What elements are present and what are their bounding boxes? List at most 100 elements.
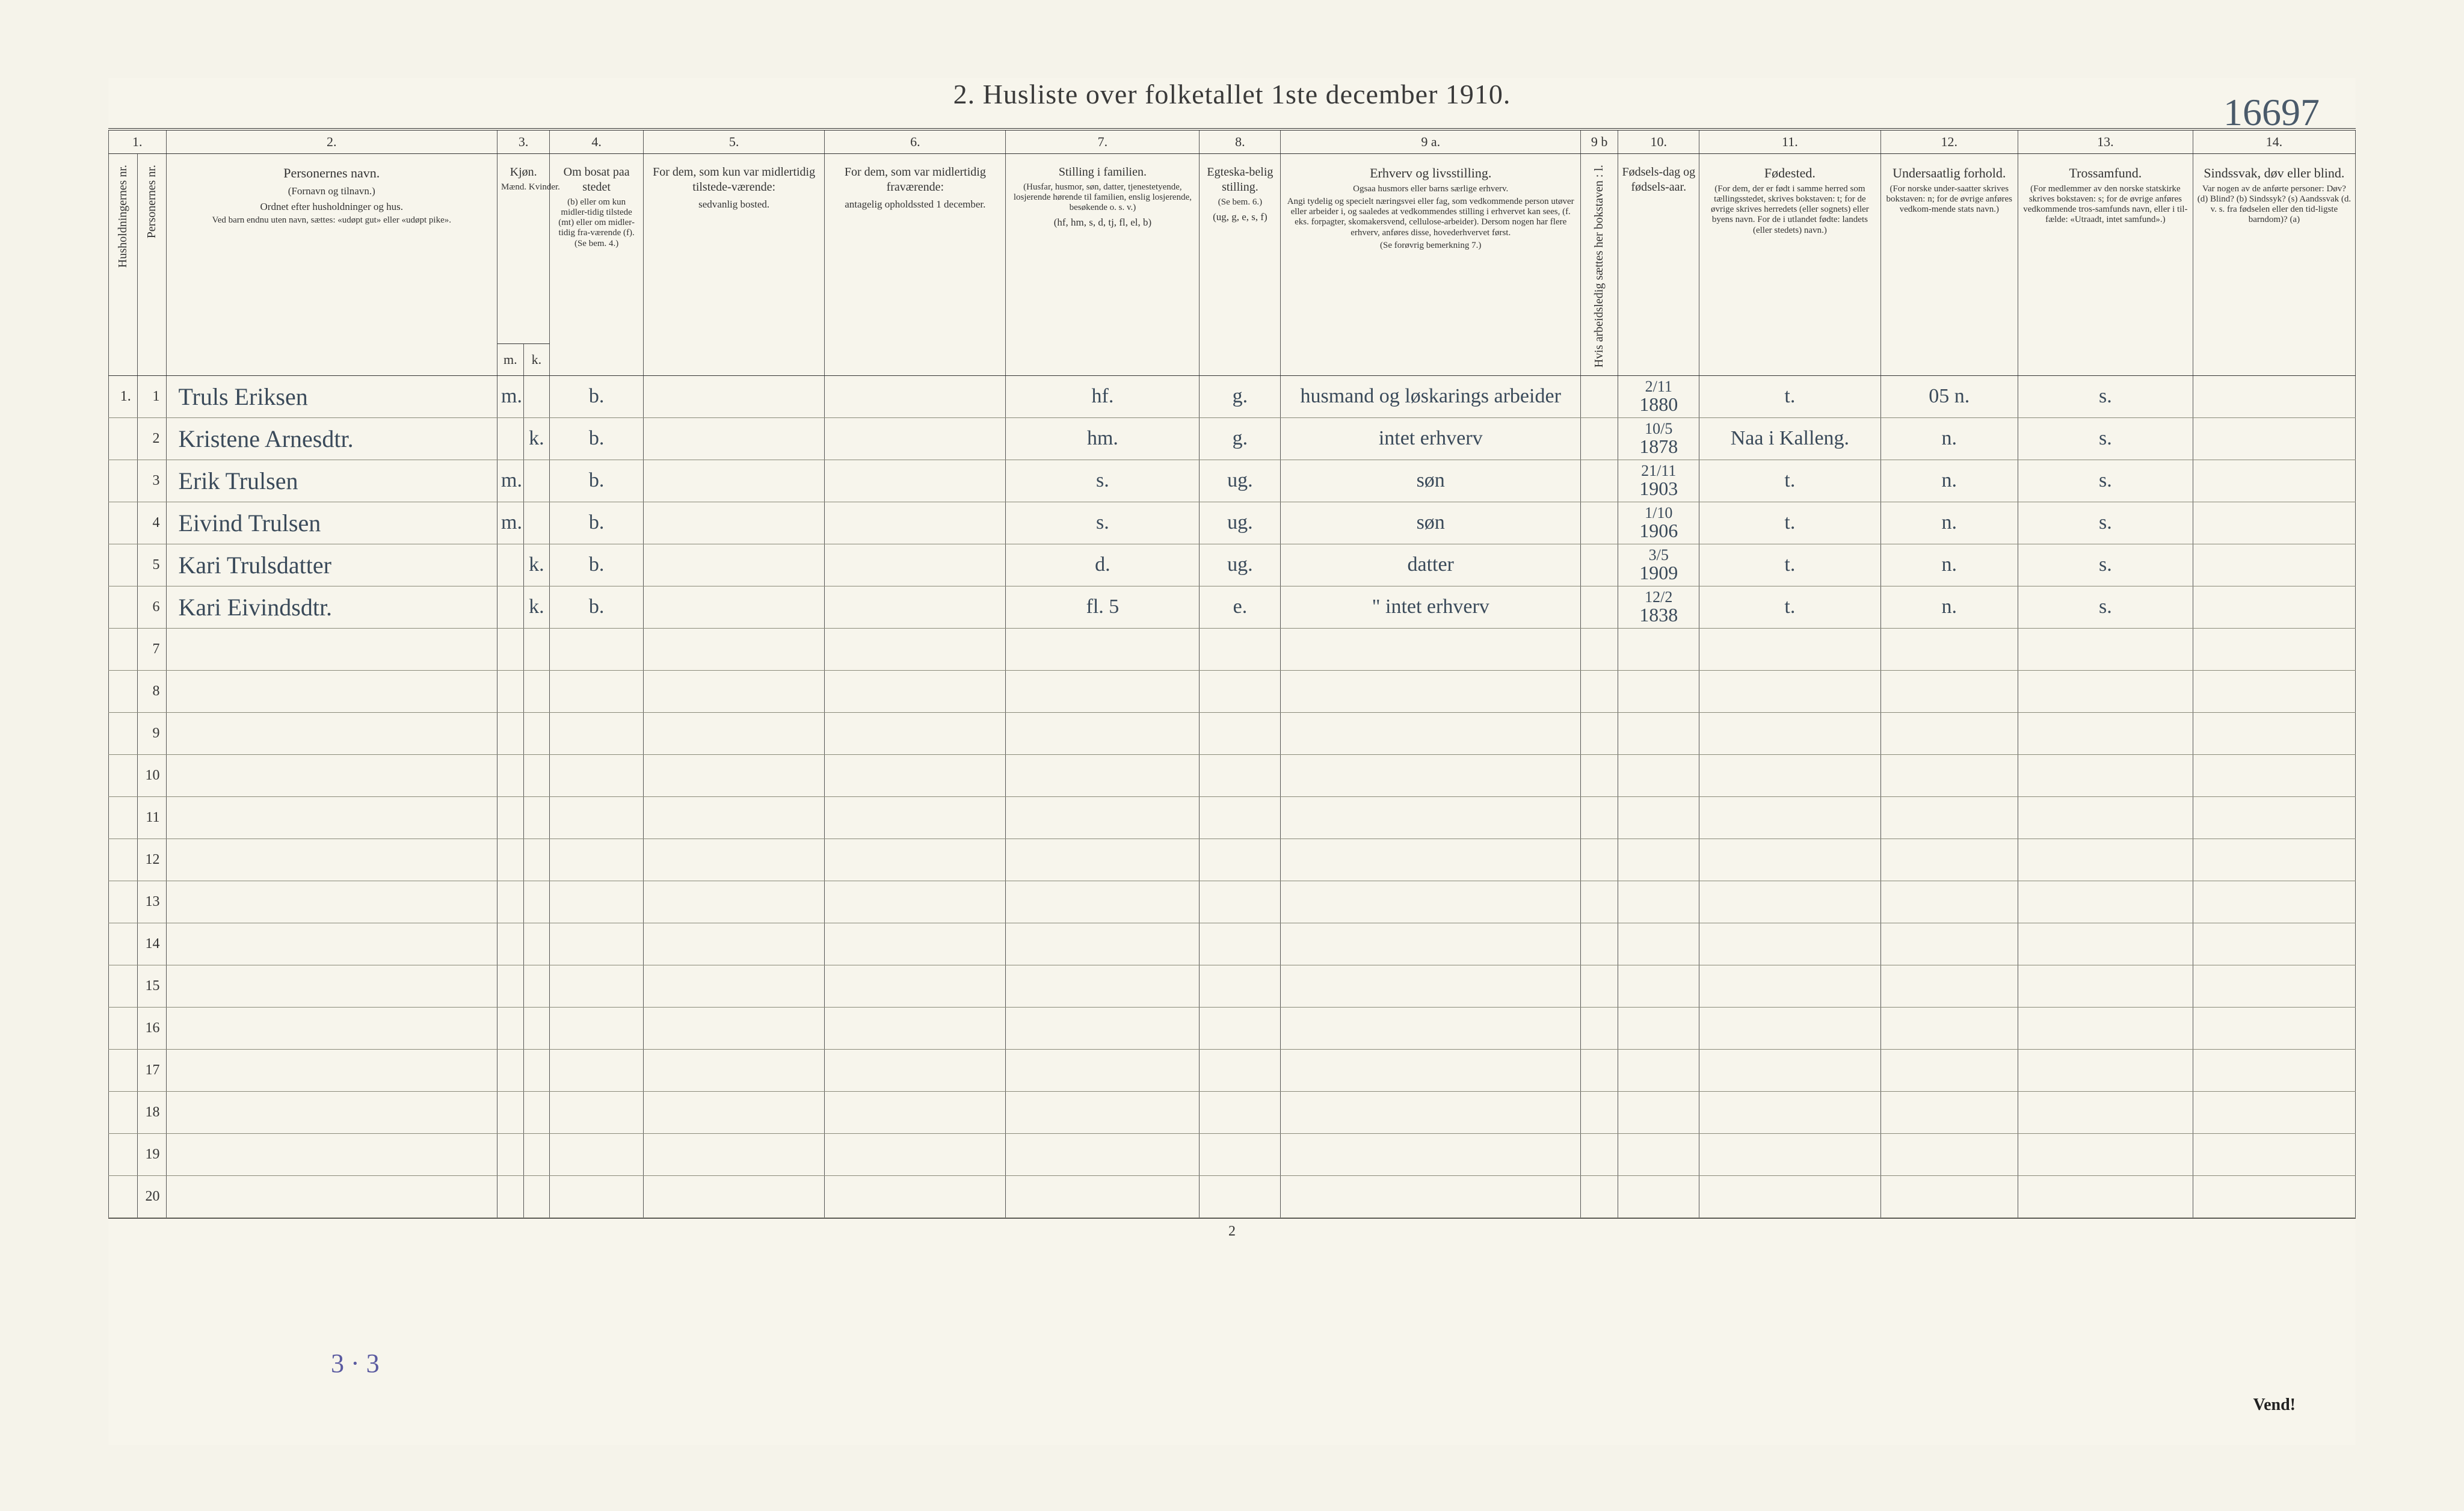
cell-empty xyxy=(2193,839,2355,881)
cell-pn: 19 xyxy=(137,1133,166,1175)
cell-k: k. xyxy=(523,544,550,586)
cell-empty xyxy=(825,839,1006,881)
cell-stilling: s. xyxy=(1006,502,1200,544)
cell-name: Erik Trulsen xyxy=(166,460,497,502)
cell-empty xyxy=(1580,628,1618,670)
cell-empty xyxy=(1699,923,1880,965)
cell-empty xyxy=(644,1175,825,1217)
cell-hh xyxy=(109,1007,138,1049)
cell-empty xyxy=(166,923,497,965)
cell-empty xyxy=(1281,839,1581,881)
cell-bosat: b. xyxy=(550,375,644,417)
cell-hh xyxy=(109,712,138,754)
cell-under: n. xyxy=(1880,586,2018,628)
col-mf-sub: antagelig opholdssted 1 december. xyxy=(828,198,1002,211)
cell-empty xyxy=(825,796,1006,839)
cell-empty xyxy=(2193,923,2355,965)
cell-c14 xyxy=(2193,502,2355,544)
col-erhverv: Erhverv og livsstilling. Ogsaa husmors e… xyxy=(1281,153,1581,375)
table-row: 2Kristene Arnesdtr.k.b.hm.g.intet erhver… xyxy=(109,417,2356,460)
cell-hh xyxy=(109,1049,138,1091)
table-row-empty: 16 xyxy=(109,1007,2356,1049)
table-row-empty: 11 xyxy=(109,796,2356,839)
cell-empty xyxy=(1880,1091,2018,1133)
cell-pn: 18 xyxy=(137,1091,166,1133)
col-sinds: Sindssvak, døv eller blind. Var nogen av… xyxy=(2193,153,2355,375)
table-header: 1. 2. 3. 4. 5. 6. 7. 8. 9 a. 9 b 10. 11.… xyxy=(109,131,2356,375)
cell-empty xyxy=(1200,1007,1281,1049)
cell-empty xyxy=(1699,1133,1880,1175)
cell-empty xyxy=(523,839,550,881)
cell-empty xyxy=(1281,628,1581,670)
cell-pn: 3 xyxy=(137,460,166,502)
cell-erhverv: " intet erhverv xyxy=(1281,586,1581,628)
cell-empty xyxy=(1880,923,2018,965)
cell-empty xyxy=(166,1133,497,1175)
cell-m: m. xyxy=(497,375,524,417)
cell-c9b xyxy=(1580,544,1618,586)
cell-empty xyxy=(1580,1133,1618,1175)
cell-bosat: b. xyxy=(550,586,644,628)
cell-stilling: s. xyxy=(1006,460,1200,502)
col-ledig-label: Hvis arbeidsledig sættes her bokstaven :… xyxy=(1592,165,1607,368)
cell-hh: 1. xyxy=(109,375,138,417)
cell-empty xyxy=(2193,881,2355,923)
table-row: 3Erik Trulsenm.b.s.ug.søn21/111903t.n.s. xyxy=(109,460,2356,502)
col-stilling-title: Stilling i familien. xyxy=(1059,165,1147,179)
cell-empty xyxy=(1580,923,1618,965)
cell-empty xyxy=(1580,1007,1618,1049)
colnum-7: 7. xyxy=(1006,131,1200,153)
cell-empty xyxy=(497,1175,524,1217)
cell-empty xyxy=(2193,796,2355,839)
cell-hh xyxy=(109,839,138,881)
cell-empty xyxy=(644,796,825,839)
cell-name: Kari Trulsdatter xyxy=(166,544,497,586)
census-form-page: 16697 2. Husliste over folketallet 1ste … xyxy=(108,78,2356,1445)
cell-empty xyxy=(550,712,644,754)
cell-empty xyxy=(2018,923,2193,965)
cell-empty xyxy=(523,670,550,712)
col-mt: For dem, som kun var midlertidig tilsted… xyxy=(644,153,825,375)
cell-empty xyxy=(550,1049,644,1091)
cell-erhverv: intet erhverv xyxy=(1281,417,1581,460)
cell-empty xyxy=(825,923,1006,965)
cell-hh xyxy=(109,544,138,586)
cell-fsted: t. xyxy=(1699,460,1880,502)
cell-hh xyxy=(109,670,138,712)
cell-empty xyxy=(523,1175,550,1217)
table-body: 1.1Truls Eriksenm.b.hf.g.husmand og løsk… xyxy=(109,375,2356,1217)
cell-bosat: b. xyxy=(550,544,644,586)
cell-empty xyxy=(825,1091,1006,1133)
cell-empty xyxy=(523,796,550,839)
cell-empty xyxy=(1880,1049,2018,1091)
colnum-13: 13. xyxy=(2018,131,2193,153)
cell-name: Kristene Arnesdtr. xyxy=(166,417,497,460)
cell-empty xyxy=(1880,1007,2018,1049)
cell-empty xyxy=(1880,628,2018,670)
cell-stilling: d. xyxy=(1006,544,1200,586)
cell-c14 xyxy=(2193,375,2355,417)
cell-empty xyxy=(1699,1007,1880,1049)
cell-empty xyxy=(166,1049,497,1091)
cell-empty xyxy=(644,1049,825,1091)
table-row-empty: 8 xyxy=(109,670,2356,712)
cell-fdato: 21/111903 xyxy=(1618,460,1699,502)
cell-empty xyxy=(550,1133,644,1175)
cell-empty xyxy=(1580,965,1618,1007)
cell-fdato: 10/51878 xyxy=(1618,417,1699,460)
cell-empty xyxy=(1618,839,1699,881)
table-row-empty: 15 xyxy=(109,965,2356,1007)
cell-empty xyxy=(550,881,644,923)
cell-tros: s. xyxy=(2018,502,2193,544)
cell-empty xyxy=(1618,1091,1699,1133)
cell-empty xyxy=(1006,628,1200,670)
cell-empty xyxy=(1580,839,1618,881)
cell-empty xyxy=(2018,712,2193,754)
table-wrapper: 1. 2. 3. 4. 5. 6. 7. 8. 9 a. 9 b 10. 11.… xyxy=(108,128,2356,1219)
cell-empty xyxy=(1281,1091,1581,1133)
cell-empty xyxy=(497,1049,524,1091)
col-erhverv-title: Erhverv og livsstilling. xyxy=(1370,165,1491,180)
cell-empty xyxy=(2193,965,2355,1007)
cell-empty xyxy=(550,796,644,839)
table-row-empty: 14 xyxy=(109,923,2356,965)
